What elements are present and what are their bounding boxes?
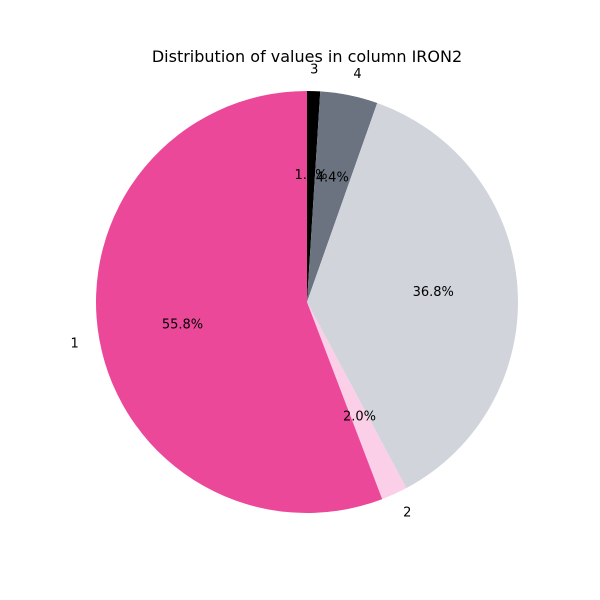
pie-labels: 3 1.0% 4 4.4% 36.8% 2 2.0% 1 55.8% bbox=[70, 63, 453, 521]
pie-slice-3 bbox=[307, 103, 519, 489]
slice-percent-4: 2.0% bbox=[343, 410, 376, 425]
slice-label-1: 3 bbox=[310, 63, 318, 78]
pie-slice-2 bbox=[307, 91, 378, 303]
slice-label-5: 1 bbox=[70, 337, 78, 352]
slice-label-4: 2 bbox=[403, 506, 411, 521]
chart-title: Distribution of values in column IRON2 bbox=[151, 47, 463, 66]
pie-slice-5 bbox=[96, 91, 383, 513]
pie-slice-4 bbox=[307, 302, 407, 500]
pie-slices bbox=[96, 91, 519, 513]
slice-percent-1: 1.0% bbox=[294, 168, 327, 183]
pie-slice-1 bbox=[307, 91, 321, 302]
slice-label-2: 4 bbox=[353, 67, 361, 82]
slice-percent-5: 55.8% bbox=[162, 317, 203, 332]
slice-percent-2: 4.4% bbox=[316, 170, 349, 185]
slice-percent-3: 36.8% bbox=[413, 285, 454, 300]
